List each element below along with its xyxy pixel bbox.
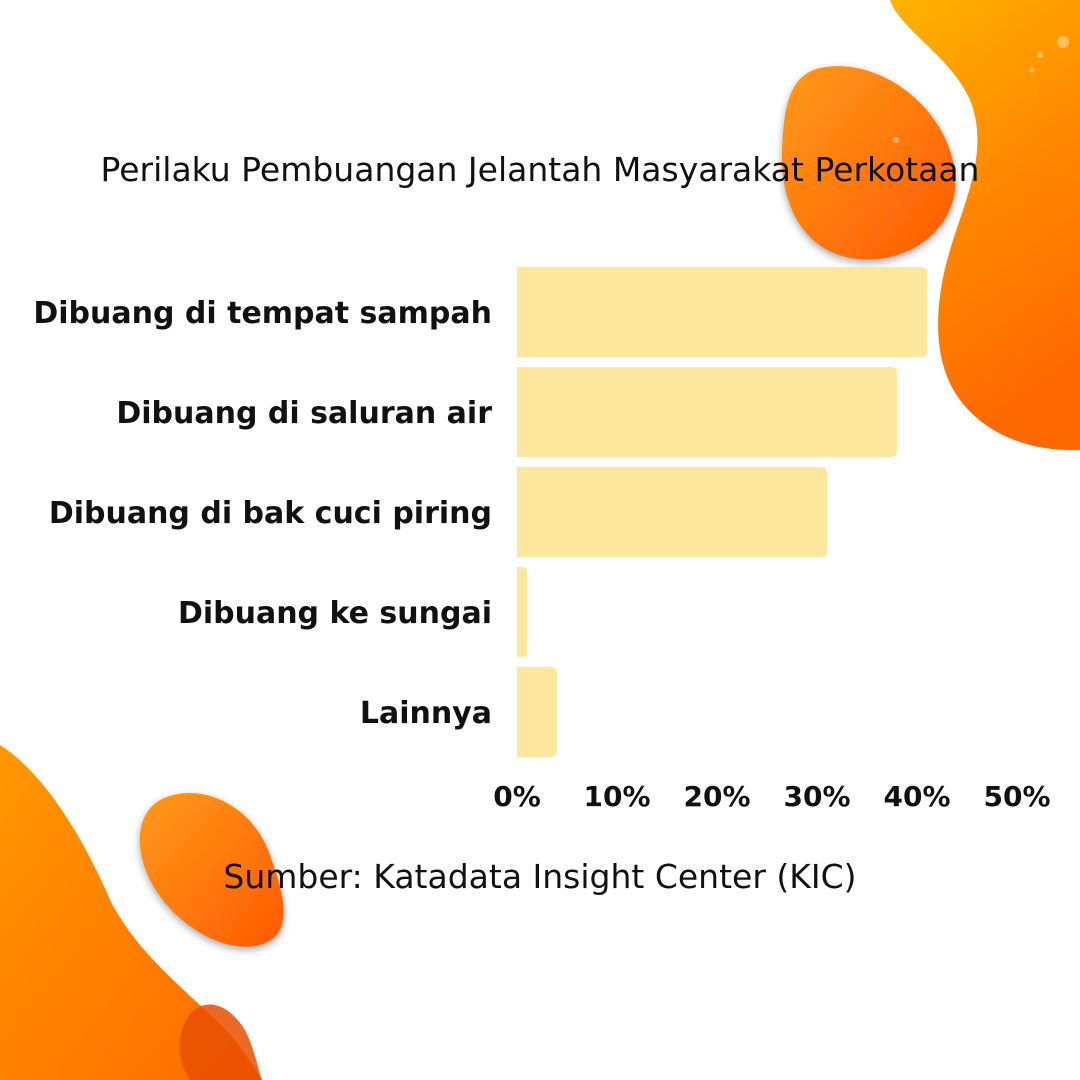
bar-1	[517, 267, 927, 357]
category-label: Dibuang di bak cuci piring	[49, 496, 492, 531]
category-label: Dibuang di tempat sampah	[33, 296, 492, 331]
bubble-dot	[1037, 52, 1043, 58]
chart-title: Perilaku Pembuangan Jelantah Masyarakat …	[101, 150, 980, 189]
bar-3	[517, 467, 827, 557]
top-right-blob	[890, 0, 1080, 451]
category-label: Dibuang ke sungai	[178, 596, 492, 631]
category-label: Lainnya	[360, 696, 492, 731]
bottom-left-blob-shade	[179, 1004, 262, 1080]
x-tick-label: 0%	[493, 780, 541, 813]
category-labels: Dibuang di tempat sampah Dibuang di salur…	[33, 296, 492, 731]
bar-2	[517, 367, 897, 457]
source-note: Sumber: Katadata Insight Center (KIC)	[223, 857, 856, 896]
x-tick-label: 30%	[783, 780, 850, 813]
x-axis-ticks: 0% 10% 20% 30% 40% 50%	[493, 780, 1050, 813]
bar-4	[517, 567, 527, 657]
bar-5	[517, 667, 557, 757]
category-label: Dibuang di saluran air	[116, 396, 492, 431]
bubble-dot	[893, 137, 899, 143]
bubble-dot	[1029, 67, 1035, 73]
bubble-dot	[1057, 36, 1069, 48]
top-floating-blob	[781, 66, 956, 260]
x-tick-label: 40%	[883, 780, 950, 813]
x-tick-label: 50%	[983, 780, 1050, 813]
x-tick-label: 10%	[583, 780, 650, 813]
x-tick-label: 20%	[683, 780, 750, 813]
bottom-left-blob	[0, 745, 262, 1080]
bottom-floating-blob	[139, 793, 284, 947]
bars-layer	[517, 267, 927, 757]
